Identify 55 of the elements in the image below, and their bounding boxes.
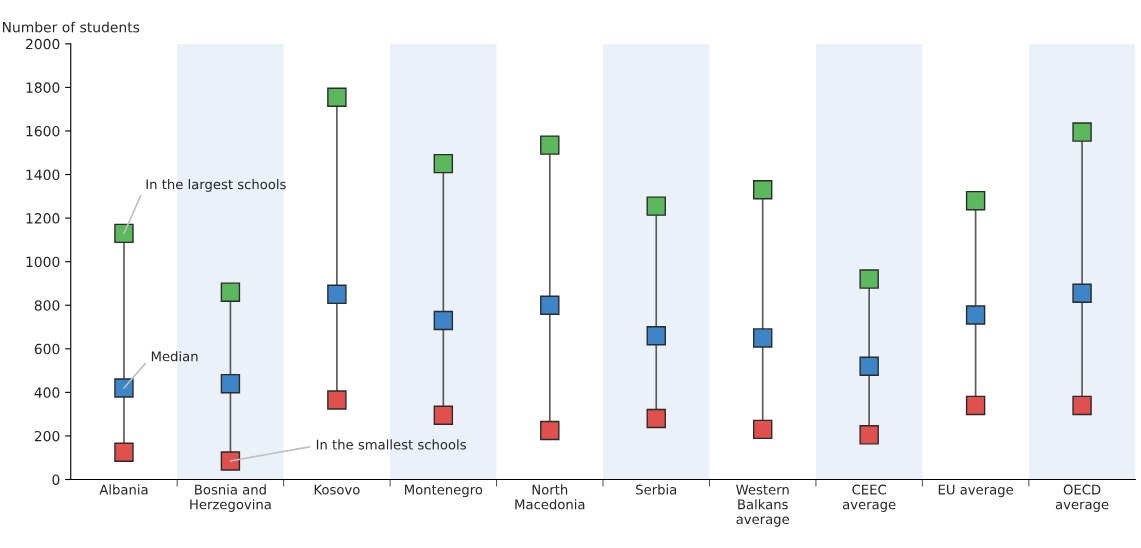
point — [859, 269, 879, 289]
x-tick-label: Bosnia and Herzegovina — [190, 484, 271, 512]
y-tick-label: 1600 — [26, 125, 60, 137]
point — [859, 356, 879, 376]
point — [646, 326, 666, 346]
x-tick-label: EU average — [938, 484, 1014, 498]
point — [859, 425, 879, 445]
point — [752, 328, 773, 348]
y-tick-label: 1800 — [26, 82, 60, 93]
point — [965, 395, 986, 416]
y-axis-title: Number of students — [2, 21, 140, 33]
y-tick-label: 200 — [34, 430, 60, 442]
y-tick-label: 1000 — [26, 256, 60, 268]
y-tick-label: 400 — [34, 387, 60, 398]
point — [114, 442, 134, 462]
point — [540, 135, 560, 155]
annotation: In the smallest schools — [316, 439, 466, 450]
point — [433, 405, 454, 425]
point — [327, 390, 347, 410]
x-tick-label: Kosovo — [314, 484, 360, 495]
point — [646, 408, 666, 429]
point — [1072, 122, 1092, 142]
point — [1072, 395, 1092, 416]
y-tick-label: 1200 — [26, 213, 60, 224]
point — [540, 295, 560, 315]
point — [752, 180, 773, 200]
y-tick-label: 800 — [34, 300, 60, 311]
annotation: In the largest schools — [146, 179, 286, 192]
point — [220, 451, 241, 471]
y-tick-label: 0 — [52, 474, 60, 485]
point — [752, 419, 773, 440]
x-tick-label: Albania — [99, 484, 148, 495]
point — [433, 310, 454, 331]
point — [327, 284, 347, 305]
point — [114, 378, 134, 398]
point — [1072, 283, 1092, 303]
x-tick-label: OECD average — [1055, 484, 1109, 512]
point — [540, 420, 560, 441]
x-tick-label: Serbia — [636, 484, 677, 495]
point — [220, 373, 241, 394]
point — [433, 153, 454, 174]
point — [327, 87, 347, 107]
point — [965, 190, 986, 211]
y-tick-label: 600 — [34, 343, 60, 355]
annotation: Median — [151, 351, 198, 362]
x-tick-label: North Macedonia — [515, 484, 585, 510]
x-tick-label: Montenegro — [405, 484, 483, 498]
y-tick-label: 2000 — [26, 38, 60, 50]
x-tick-label: Western Balkans average — [736, 484, 789, 527]
point — [114, 223, 134, 244]
point — [965, 305, 986, 325]
point — [220, 282, 241, 302]
x-tick-label: CEEC average — [842, 484, 896, 512]
point — [646, 196, 666, 216]
y-tick-label: 1400 — [26, 169, 60, 181]
